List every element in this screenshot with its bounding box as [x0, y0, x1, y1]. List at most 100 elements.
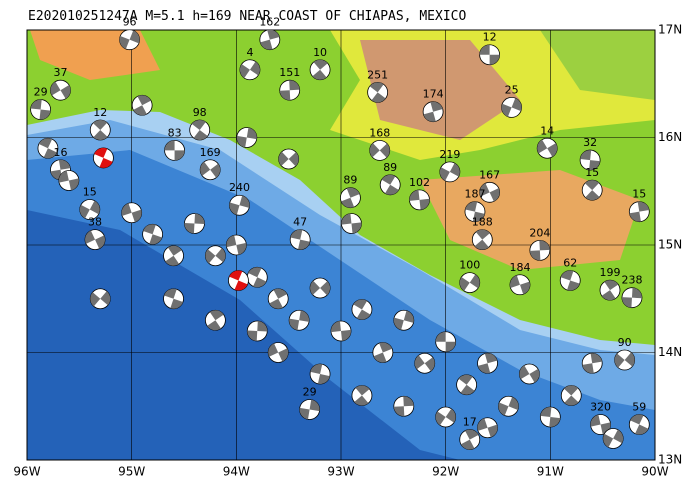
beachball-quadrants	[458, 374, 475, 395]
beachball-quadrants	[278, 151, 299, 167]
depth-label: 174	[423, 88, 444, 101]
beachball-quadrants	[590, 414, 611, 435]
beachball-quadrants	[409, 189, 430, 210]
depth-label: 10	[313, 46, 327, 59]
beachball-quadrants	[119, 30, 140, 49]
y-tick-label: 13N	[658, 453, 682, 467]
depth-label: 14	[540, 124, 554, 137]
beachball-quadrants	[279, 80, 300, 101]
beachball-quadrants	[310, 280, 331, 296]
y-tick-label: 17N	[658, 23, 682, 37]
depth-label: 29	[303, 385, 317, 398]
beachball-quadrants	[58, 170, 79, 191]
beachball-quadrants	[479, 183, 500, 202]
depth-label: 12	[93, 106, 107, 119]
beachball-quadrants	[501, 98, 522, 117]
y-tick-label: 14N	[658, 345, 682, 359]
depth-label: 4	[246, 46, 253, 59]
beachball-quadrants	[184, 213, 205, 234]
depth-label: 151	[279, 66, 300, 79]
focal-mechanisms	[30, 30, 650, 450]
depth-label: 204	[529, 226, 550, 239]
beachball-quadrants	[290, 229, 310, 250]
depth-label: 219	[439, 148, 460, 161]
beachball-quadrants	[564, 385, 579, 406]
beachball-quadrants	[560, 270, 580, 291]
beachball-quadrants	[601, 280, 619, 301]
beachball-quadrants	[260, 30, 280, 50]
depth-label: 251	[367, 68, 388, 81]
depth-label: 62	[563, 256, 577, 269]
beachball-quadrants	[519, 365, 540, 383]
depth-label: 15	[632, 188, 646, 201]
beachball-quadrants	[582, 353, 603, 374]
beachball-quadrants	[603, 429, 624, 448]
beachball-quadrants	[373, 342, 393, 363]
depth-label: 29	[34, 86, 48, 99]
depth-label: 32	[583, 136, 597, 149]
beachball-quadrants	[191, 119, 208, 140]
beachball-quadrants	[479, 44, 500, 65]
x-tick-label: 92W	[432, 465, 459, 479]
depth-label: 184	[509, 261, 530, 274]
beachball-quadrants	[312, 59, 328, 80]
depth-label: 89	[383, 161, 397, 174]
depth-label: 59	[632, 401, 646, 414]
beachball-quadrants	[164, 288, 184, 309]
x-tick-label: 95W	[118, 465, 145, 479]
beachball-quadrants	[393, 396, 414, 417]
depth-label: 162	[259, 16, 280, 29]
depth-label: 89	[343, 174, 357, 187]
beachball-quadrants	[414, 355, 435, 372]
beachball-quadrants	[79, 200, 100, 219]
beachball-quadrants	[50, 159, 71, 180]
beachball-quadrants	[30, 99, 51, 120]
beachball-quadrants	[354, 385, 370, 406]
depth-label: 37	[53, 66, 67, 79]
beachball-quadrants	[239, 61, 260, 79]
beachball-quadrants	[143, 224, 163, 245]
beachball-quadrants	[423, 101, 443, 122]
beachball-quadrants	[381, 174, 399, 195]
depth-label: 100	[459, 259, 480, 272]
beachball-quadrants	[439, 163, 460, 181]
beachball-quadrants	[353, 299, 371, 320]
depth-label: 17	[463, 416, 477, 429]
depth-label: 38	[88, 216, 102, 229]
x-tick-label: 90W	[641, 465, 668, 479]
y-tick-label: 16N	[658, 130, 682, 144]
depth-label: 240	[229, 181, 250, 194]
x-tick-label: 94W	[223, 465, 250, 479]
beachball-quadrants	[369, 143, 390, 158]
beachball-quadrants	[465, 201, 485, 222]
beachball-quadrants	[205, 248, 226, 264]
beachball-quadrants	[498, 396, 519, 416]
depth-label: 16	[53, 146, 67, 159]
beachball-quadrants	[93, 119, 108, 140]
beachball-quadrants	[226, 235, 247, 255]
beachball-quadrants	[165, 245, 182, 266]
x-tick-label: 93W	[327, 465, 354, 479]
depth-label: 188	[472, 216, 493, 229]
x-tick-label: 91W	[537, 465, 564, 479]
beachball-quadrants	[537, 139, 558, 157]
beachball-quadrants	[629, 201, 650, 222]
map-title: E202010251247A M=5.1 h=169 NEAR COAST OF…	[28, 9, 466, 24]
beachball-quadrants	[584, 180, 600, 201]
beachball-quadrants	[459, 274, 480, 291]
beachball-quadrants	[460, 429, 479, 450]
beachball-quadrants	[248, 267, 267, 288]
beachball-quadrants	[133, 95, 151, 116]
beachball-quadrants	[393, 310, 414, 330]
beachball-quadrants	[341, 213, 362, 234]
beachball-quadrants	[331, 321, 352, 341]
beachball-quadrants	[630, 414, 649, 435]
beachball-quadrants	[540, 407, 561, 427]
beachball-quadrants	[369, 82, 386, 103]
beachball-quadrants	[474, 229, 490, 250]
depth-label: 12	[483, 31, 497, 44]
beachball-quadrants	[289, 310, 310, 331]
beachball-quadrants	[50, 81, 71, 99]
beachball-quadrants	[94, 147, 113, 168]
